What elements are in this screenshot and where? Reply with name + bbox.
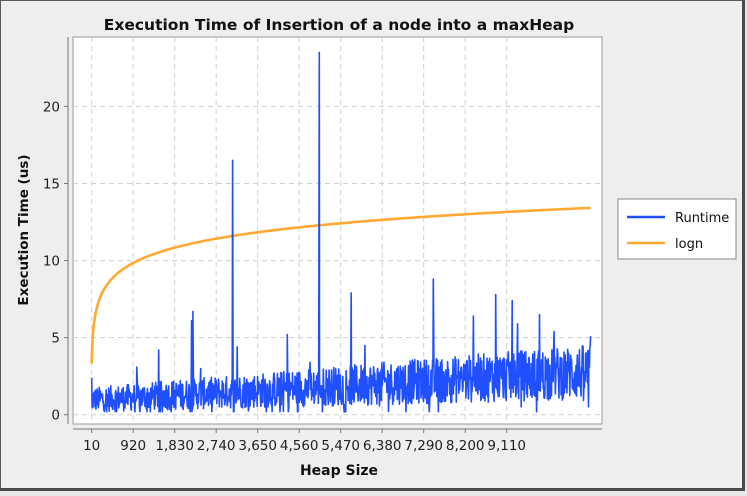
x-tick-label: 2,740 <box>197 438 236 454</box>
logn-line <box>90 206 591 364</box>
y-tick-label: 10 <box>43 254 60 270</box>
runtime-line <box>90 51 592 413</box>
y-tick-label: 15 <box>43 176 60 192</box>
y-axis-label: Execution Time (us) <box>16 154 32 305</box>
legend-label-logn: logn <box>675 237 703 252</box>
grid <box>73 37 602 424</box>
tick-labels: 0 5 10 15 20 10 920 1,830 2,740 3,650 4,560 5,470 6,… <box>43 99 526 454</box>
x-tick-label: 8,200 <box>446 438 485 454</box>
x-tick-label: 5,470 <box>321 438 360 454</box>
legend-box <box>617 198 737 260</box>
x-tick-label: 3,650 <box>238 438 277 454</box>
x-tick-label: 920 <box>120 438 146 454</box>
series-layer <box>90 51 592 413</box>
x-tick-label: 4,560 <box>280 438 319 454</box>
x-tick-label: 6,380 <box>363 438 402 454</box>
x-tick-label: 7,290 <box>404 438 443 454</box>
x-tick-label: 1,830 <box>155 438 194 454</box>
axes <box>64 37 602 433</box>
y-tick-label: 20 <box>43 99 60 115</box>
x-axis-label: Heap Size <box>300 463 378 479</box>
y-tick-label: 0 <box>51 408 60 424</box>
y-tick-label: 5 <box>51 331 60 347</box>
x-tick-label: 10 <box>83 438 100 454</box>
chart-title: Execution Time of Insertion of a node in… <box>104 16 574 34</box>
legend: Runtime logn <box>617 198 737 260</box>
legend-label-runtime: Runtime <box>675 211 729 226</box>
x-tick-label: 9,110 <box>487 438 526 454</box>
